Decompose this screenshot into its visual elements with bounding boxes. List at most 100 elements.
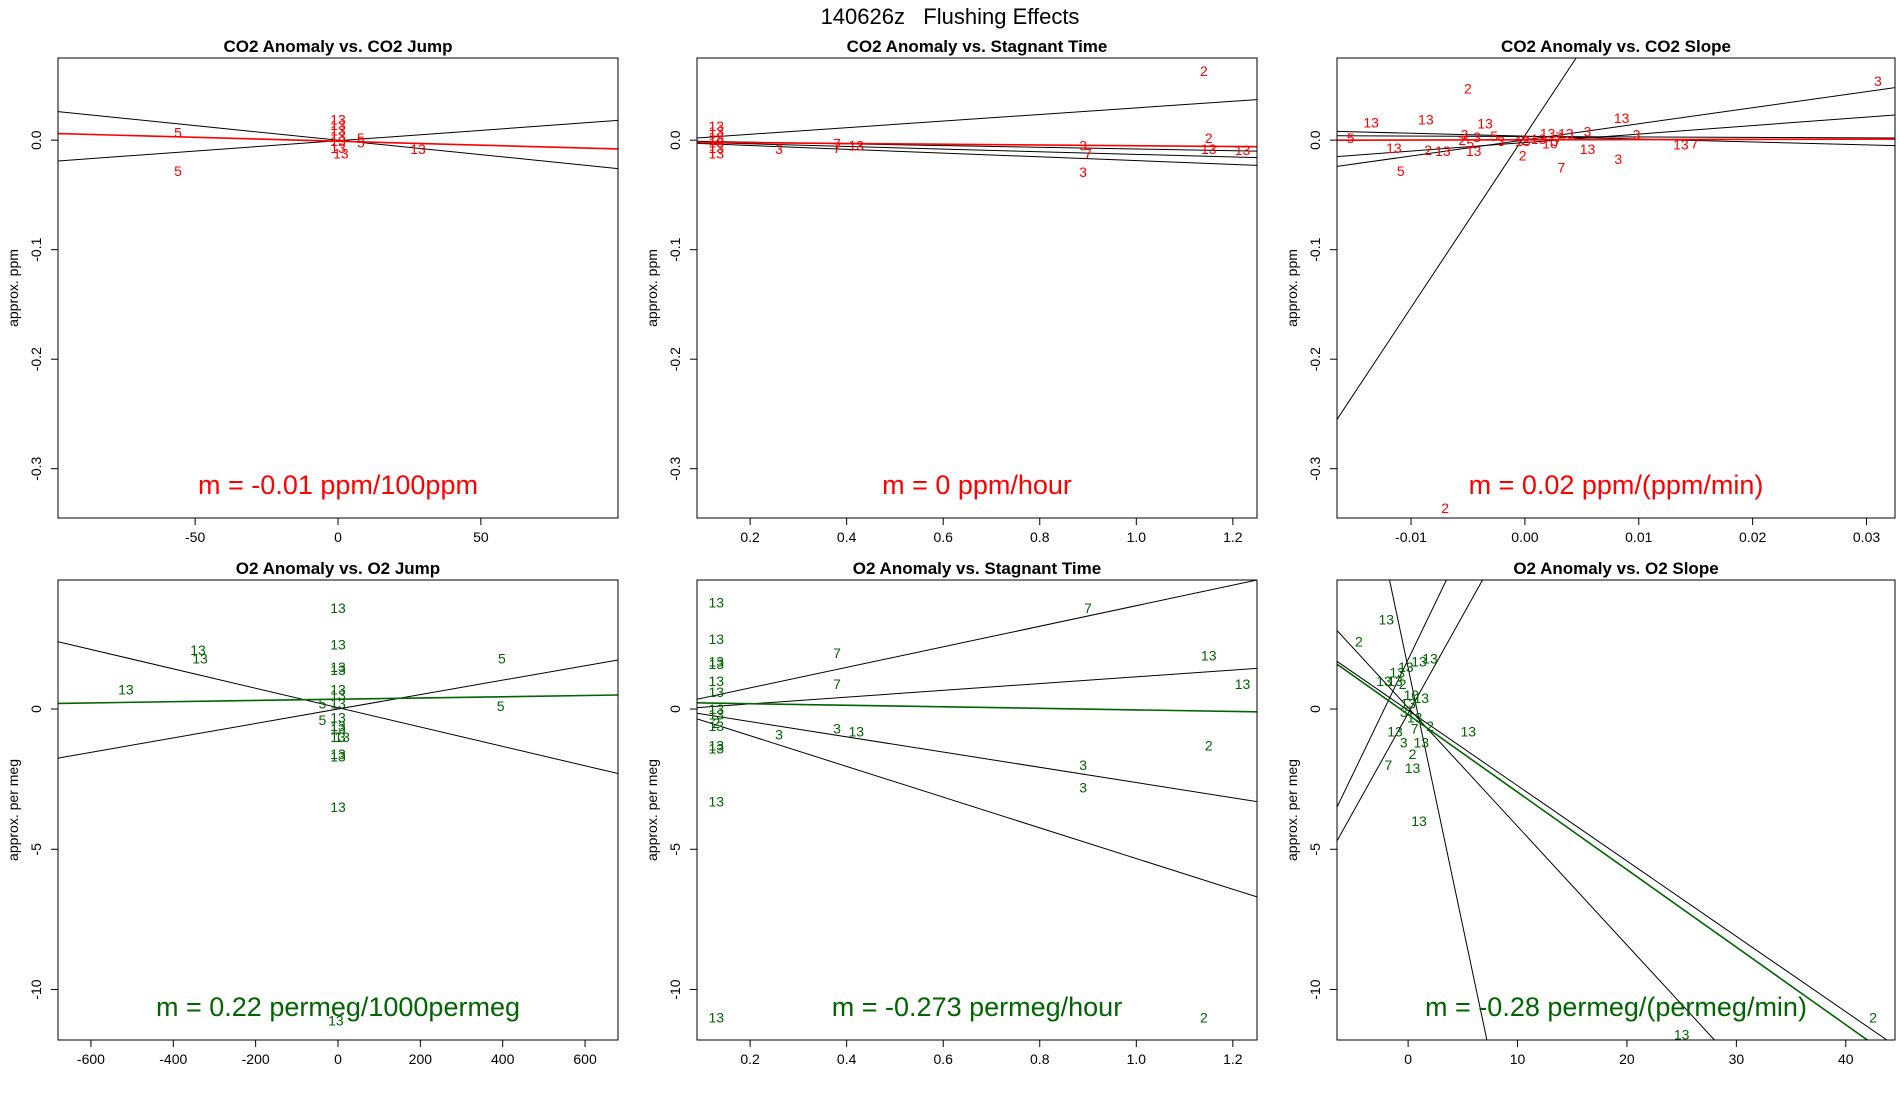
y-tick-label: -0.2 — [667, 347, 683, 371]
regression-line — [1337, 58, 1577, 420]
regression-line — [1337, 135, 1895, 139]
y-tick-label: 0.0 — [28, 130, 44, 150]
slope-annotation: m = 0 ppm/hour — [882, 470, 1072, 500]
plot-frame — [57, 579, 619, 1041]
y-tick-label: -0.1 — [28, 237, 44, 261]
data-point-label: 13 — [333, 145, 349, 161]
data-point-label: 5 — [1466, 135, 1474, 151]
regression-line — [58, 641, 618, 775]
data-point-label: 13 — [330, 687, 346, 703]
data-point-label: 7 — [833, 140, 841, 156]
data-point-label: 13 — [328, 1012, 344, 1028]
data-point-label: 13 — [1515, 133, 1531, 149]
data-point-label: 13 — [410, 141, 426, 157]
data-point-label: 13 — [709, 653, 725, 669]
regression-line — [697, 142, 1257, 166]
data-point-label: 13 — [1405, 760, 1421, 776]
data-point-label: 5 — [497, 698, 505, 714]
data-point-label: 13 — [192, 651, 208, 667]
data-point-label: 7 — [1385, 757, 1393, 773]
data-point-label: 13 — [709, 631, 725, 647]
data-point-label: 13 — [1674, 1026, 1690, 1042]
data-point-label: 13 — [330, 662, 346, 678]
data-point-label: 13 — [709, 740, 725, 756]
x-tick-label: 50 — [473, 529, 489, 545]
data-point-label: 5 — [174, 124, 182, 140]
x-tick-label: 0.4 — [837, 1051, 857, 1067]
figure-title: 140626z Flushing Effects — [820, 4, 1080, 29]
data-point-label: 3 — [1079, 138, 1087, 154]
data-point-label: 13 — [1435, 143, 1451, 159]
slope-annotation: m = 0.22 permeg/1000permeg — [156, 992, 520, 1022]
panel-title: CO2 Anomaly vs. Stagnant Time — [847, 37, 1108, 56]
slope-annotation: m = 0.02 ppm/(ppm/min) — [1469, 470, 1764, 500]
data-point-label: 13 — [1363, 115, 1379, 131]
data-point-label: 13 — [1614, 110, 1630, 126]
chart-panel-3: CO2 Anomaly vs. CO2 Slope approx. ppm -0.0… — [1284, 37, 1896, 545]
x-tick-label: 1.2 — [1223, 529, 1243, 545]
data-point-label: 5 — [1551, 133, 1559, 149]
data-point-label: 13 — [330, 729, 346, 745]
regression-line — [1337, 580, 1483, 842]
y-axis-label: approx. per meg — [1284, 759, 1300, 861]
data-point-label: 2 — [1521, 132, 1529, 148]
data-point-label: 13 — [1387, 723, 1403, 739]
data-point-label: 2 — [1205, 737, 1213, 753]
slope-annotation: m = -0.28 permeg/(permeg/min) — [1425, 992, 1807, 1022]
data-point-label: 2 — [1409, 746, 1417, 762]
data-point-label: 2 — [712, 715, 720, 731]
x-tick-label: 0.8 — [1030, 529, 1050, 545]
data-point-label: 13 — [1201, 648, 1217, 664]
slope-annotation: m = -0.273 permeg/hour — [832, 992, 1122, 1022]
data-point-label: 3 — [1461, 127, 1469, 143]
data-point-label: 13 — [1407, 709, 1423, 725]
overall-fit-line — [1337, 663, 1869, 1040]
data-point-label: 13 — [330, 117, 346, 133]
x-tick-label: 10 — [1510, 1051, 1526, 1067]
data-point-label: 13 — [118, 681, 134, 697]
y-tick-label: -0.3 — [667, 456, 683, 480]
y-tick-label: -5 — [28, 843, 44, 856]
regression-line — [697, 667, 1257, 709]
y-axis-label: approx. per meg — [644, 759, 660, 861]
data-point-label: 10 — [1542, 135, 1558, 151]
x-tick-label: 0.6 — [933, 1051, 953, 1067]
panel-title: O2 Anomaly vs. O2 Slope — [1513, 559, 1718, 578]
y-tick-label: -0.2 — [28, 347, 44, 371]
data-point-label: 2 — [1200, 1010, 1208, 1026]
data-point-label: 7 — [1691, 135, 1699, 151]
data-point-label: 2 — [1426, 718, 1434, 734]
data-point-label: 5 — [1397, 163, 1405, 179]
data-point-label: 13 — [709, 794, 725, 810]
data-point-label: 13 — [1387, 673, 1403, 689]
x-tick-label: 0.8 — [1030, 1051, 1050, 1067]
data-point-label: 2 — [1519, 147, 1527, 163]
data-point-label: 3 — [1400, 704, 1408, 720]
plot-area: 1313131313131313131313131313131355131313… — [58, 600, 618, 1028]
panel-title: CO2 Anomaly vs. CO2 Slope — [1501, 37, 1731, 56]
x-tick-label: 40 — [1838, 1051, 1854, 1067]
x-tick-label: 0.2 — [740, 1051, 760, 1067]
data-point-label: 3 — [1079, 757, 1087, 773]
data-point-label: 3 — [1400, 735, 1408, 751]
data-point-label: 13 — [330, 681, 346, 697]
x-tick-label: 30 — [1729, 1051, 1745, 1067]
data-point-label: 13 — [1477, 116, 1493, 132]
x-tick-label: 0.03 — [1853, 529, 1880, 545]
y-tick-label: -5 — [1307, 843, 1323, 856]
chart-panel-6: O2 Anomaly vs. O2 Slope approx. per meg 0 1… — [1284, 559, 1896, 1067]
data-point-label: 5 — [318, 695, 326, 711]
slope-annotation: m = -0.01 ppm/100ppm — [198, 470, 478, 500]
data-point-label: 3 — [775, 141, 783, 157]
y-axis-label: approx. per meg — [5, 759, 21, 861]
data-point-label: 5 — [357, 134, 365, 150]
regression-line — [1337, 630, 1715, 1040]
data-point-label: 7 — [1557, 160, 1565, 176]
data-point-label: 7 — [1411, 721, 1419, 737]
data-point-label: 13 — [709, 140, 725, 156]
overall-fit-line — [1337, 138, 1895, 141]
data-point-label: 13 — [709, 656, 725, 672]
data-point-label: 13 — [1461, 723, 1477, 739]
